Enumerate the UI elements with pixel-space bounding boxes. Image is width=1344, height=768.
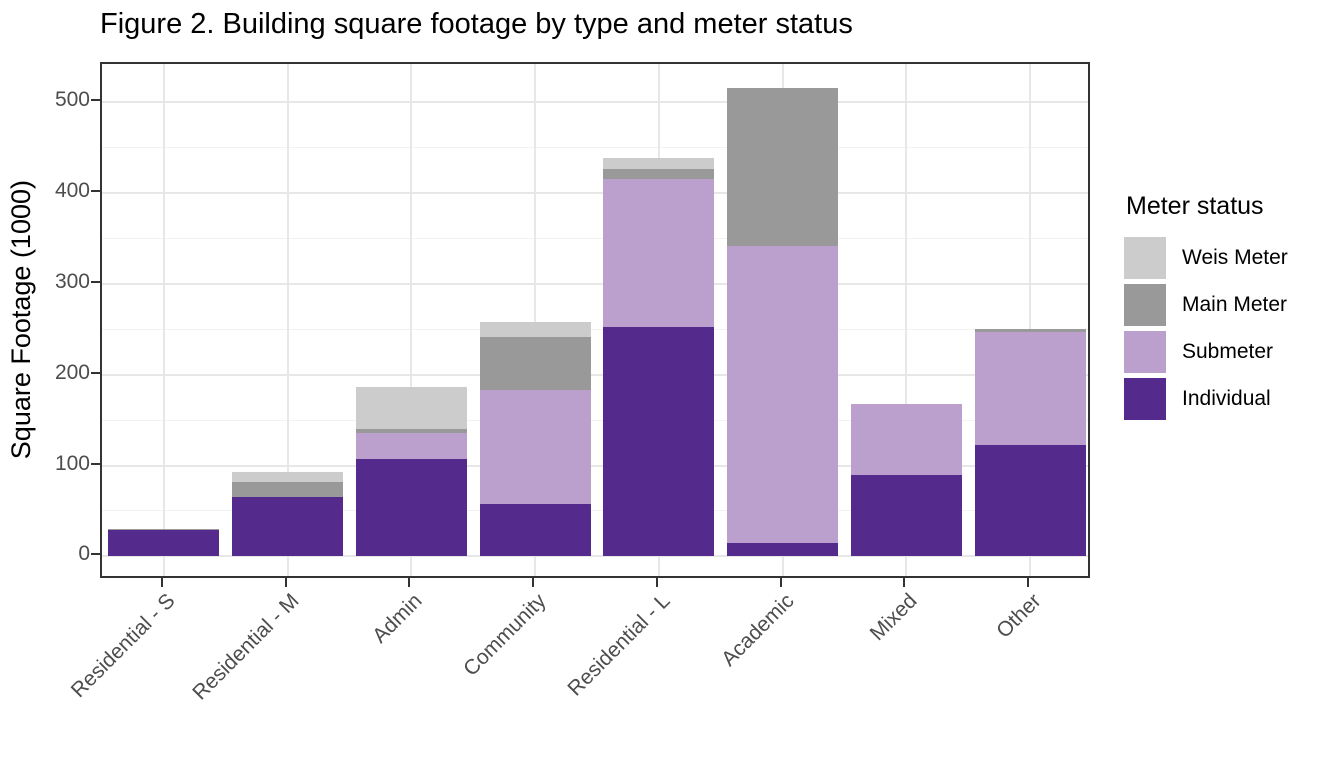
bar-segment-main-meter — [232, 481, 344, 498]
bar-segment-individual — [355, 459, 467, 557]
gridline-minor — [102, 147, 1088, 149]
x-tick-mark — [532, 578, 535, 587]
y-tick-mark — [91, 462, 100, 465]
legend-key-swatch — [1124, 331, 1166, 373]
gridline-minor — [102, 237, 1088, 239]
gridline-minor — [102, 419, 1088, 421]
gridline-minor — [102, 510, 1088, 512]
x-tick-mark — [655, 578, 658, 587]
x-tick-mark — [903, 578, 906, 587]
bar-segment-main-meter — [479, 337, 591, 391]
bar-segment-submeter — [974, 331, 1086, 445]
bar-segment-weis-meter — [355, 386, 467, 430]
legend-row: Submeter — [1124, 331, 1288, 373]
plot-panel — [100, 62, 1090, 578]
legend-row: Individual — [1124, 378, 1288, 420]
bar-segment-main-meter — [974, 329, 1086, 332]
legend-row: Weis Meter — [1124, 237, 1288, 279]
y-axis-title: Square Footage (1000) — [6, 62, 37, 578]
bar-segment-individual — [232, 497, 344, 557]
gridline-major — [102, 192, 1088, 194]
gridline-major — [102, 101, 1088, 104]
legend-entry-label: Individual — [1182, 387, 1271, 410]
bar-segment-submeter — [479, 390, 591, 504]
gridline-vertical — [1029, 64, 1032, 576]
y-axis-title-text: Square Footage (1000) — [6, 180, 36, 460]
gridline-vertical — [286, 64, 289, 576]
gridline-vertical — [905, 64, 908, 576]
legend-key-swatch — [1124, 284, 1166, 326]
bar-segment-individual — [974, 444, 1086, 557]
x-tick-mark — [284, 578, 287, 587]
legend: Meter status Weis Meter Main Meter Submete… — [1124, 192, 1288, 425]
bar-segment-weis-meter — [232, 471, 344, 482]
gridline-major — [102, 373, 1088, 376]
gridline-vertical — [410, 64, 413, 576]
y-tick-mark — [91, 99, 100, 102]
y-tick-mark — [91, 553, 100, 556]
gridline-vertical — [162, 64, 165, 576]
gridline-vertical — [534, 64, 537, 576]
bar-segment-main-meter — [355, 429, 467, 433]
gridline-major — [102, 555, 1088, 558]
bar-segment-submeter — [727, 245, 839, 543]
bar-segment-submeter — [355, 432, 467, 460]
y-tick-mark — [91, 190, 100, 192]
legend-row: Main Meter — [1124, 284, 1288, 326]
y-tick-label: 500 — [54, 88, 90, 112]
bar-segment-weis-meter — [603, 158, 715, 170]
x-tick-mark — [160, 578, 163, 587]
bar-segment-weis-meter — [479, 322, 591, 338]
bar-segment-individual — [727, 542, 839, 557]
legend-entry-label: Weis Meter — [1182, 246, 1288, 269]
legend-key-swatch — [1124, 237, 1166, 279]
legend-rows: Weis Meter Main Meter Submeter Individual — [1124, 237, 1288, 420]
chart-title: Figure 2. Building square footage by typ… — [100, 8, 853, 40]
y-tick-mark — [91, 280, 100, 283]
y-tick-label: 200 — [54, 360, 90, 384]
bar-segment-submeter — [603, 179, 715, 327]
y-tick-label: 0 — [78, 542, 90, 566]
gridline-major — [102, 282, 1088, 285]
bar-segment-individual — [850, 474, 962, 557]
legend-entry-label: Submeter — [1182, 340, 1274, 363]
y-tick-mark — [91, 371, 100, 374]
bar-segment-main-meter — [727, 87, 839, 246]
gridline-minor — [102, 328, 1088, 330]
y-tick-label: 400 — [54, 179, 90, 202]
gridline-major — [102, 464, 1088, 467]
x-tick-mark — [408, 578, 411, 587]
y-tick-label: 100 — [54, 451, 90, 475]
bar-segment-individual — [479, 503, 591, 557]
x-tick-mark — [779, 578, 782, 587]
bar-segment-individual — [603, 326, 715, 557]
legend-key-swatch — [1124, 378, 1166, 420]
x-tick-mark — [1027, 578, 1030, 587]
bar-segment-main-meter — [108, 529, 220, 531]
bar-segment-individual — [108, 530, 220, 557]
legend-entry-label: Main Meter — [1182, 293, 1288, 316]
bar-segment-main-meter — [603, 169, 715, 180]
legend-title: Meter status — [1126, 192, 1264, 220]
y-tick-label: 300 — [54, 269, 90, 293]
bar-segment-submeter — [850, 403, 962, 475]
